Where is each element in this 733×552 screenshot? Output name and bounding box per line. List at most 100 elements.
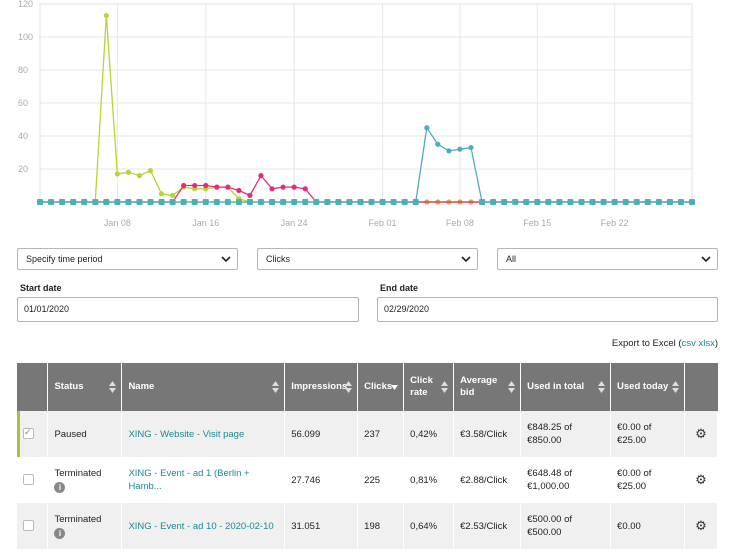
metric-select[interactable]: Clicks [257, 248, 478, 270]
data-point [446, 148, 452, 154]
chevron-down-icon [461, 256, 471, 263]
baseline-point [92, 199, 99, 205]
baseline-point [224, 199, 231, 205]
used-today-header[interactable]: Used today [610, 363, 685, 411]
click-rate-header[interactable]: Click rate [403, 363, 455, 411]
impressions-cell: 56.099 [284, 411, 359, 457]
baseline-point [589, 199, 596, 205]
info-icon[interactable]: i [54, 527, 66, 539]
data-point [247, 192, 253, 198]
campaign-name-link[interactable]: XING - Website - Visit page [128, 428, 245, 440]
table-row: Terminated i XING - Event - ad 1 (Berlin … [17, 457, 719, 503]
campaign-table: Status Name Impressions Clicks Click rate… [17, 363, 719, 549]
row-checkbox[interactable] [23, 426, 34, 440]
sort-icon [671, 381, 679, 393]
campaign-name-link[interactable]: XING - Event - ad 10 - 2020-02-10 [128, 520, 274, 532]
baseline-point [81, 199, 88, 205]
sort-icon [441, 381, 449, 393]
baseline-point [611, 199, 618, 205]
info-icon[interactable]: i [54, 481, 66, 493]
y-tick-label: 40 [18, 131, 28, 141]
baseline-point [324, 199, 331, 205]
data-point [158, 191, 165, 197]
baseline-point [567, 199, 574, 205]
time-period-select[interactable]: Specify time period [17, 248, 238, 270]
baseline-point [191, 199, 198, 205]
impressions-cell: 31.051 [284, 503, 359, 549]
baseline-point [666, 199, 673, 205]
y-tick-label: 80 [18, 65, 28, 75]
gear-icon[interactable]: ⚙ [695, 425, 707, 441]
baseline-point [412, 199, 419, 205]
used-total-header[interactable]: Used in total [520, 363, 612, 411]
data-point [192, 182, 198, 189]
baseline-point [313, 199, 320, 205]
baseline-point [578, 199, 585, 205]
baseline-point [235, 199, 242, 205]
gear-icon[interactable]: ⚙ [695, 471, 707, 487]
data-point [280, 184, 286, 190]
baseline-point [114, 199, 121, 205]
series-line [40, 125, 692, 203]
campaign-name-link[interactable]: XING - Event - ad 1 (Berlin + Hamb... [128, 468, 250, 492]
clicks-cell: 198 [357, 503, 405, 549]
baseline-point [534, 199, 541, 205]
status-cell: Terminated i [47, 457, 123, 503]
y-tick-label: 100 [18, 32, 33, 42]
baseline-point [169, 199, 176, 205]
status-header[interactable]: Status [47, 363, 123, 411]
baseline-point [302, 199, 309, 205]
data-point [468, 144, 474, 151]
x-tick-label: Feb 08 [446, 218, 474, 228]
data-point [147, 168, 154, 174]
sort-icon [345, 381, 353, 393]
baseline-point [512, 199, 519, 205]
baseline-point [556, 199, 563, 205]
data-point [225, 184, 231, 190]
baseline-point [689, 199, 695, 205]
table-row: Paused XING - Website - Visit page 56.09… [17, 411, 719, 457]
used-today-cell: €0.00 of €25.00 [610, 457, 685, 503]
baseline-point [180, 199, 187, 205]
data-point [457, 146, 463, 152]
baseline-point [202, 199, 209, 205]
baseline-point [401, 199, 408, 205]
row-checkbox[interactable] [23, 474, 34, 486]
export-to-excel: Export to Excel (csv xlsx) [612, 338, 718, 349]
data-point [170, 192, 176, 198]
used-total-cell: €848.25 of €850.00 [520, 411, 612, 457]
average-bid-cell: €2.88/Click [453, 457, 522, 503]
name-header[interactable]: Name [121, 363, 286, 411]
baseline-point [600, 199, 607, 205]
select-header [17, 363, 49, 411]
data-point [269, 186, 275, 192]
export-suffix: ) [714, 338, 718, 349]
status-cell: Terminated i [47, 503, 123, 549]
click-rate-cell: 0,81% [403, 457, 455, 503]
data-point [236, 187, 242, 194]
baseline-point [70, 199, 77, 205]
export-xlsx-link[interactable]: xlsx [698, 338, 715, 349]
clicks-cell: 237 [357, 411, 405, 457]
end-date-input[interactable]: 02/29/2020 [377, 297, 718, 322]
baseline-point [644, 199, 651, 205]
table-row: Terminated i XING - Event - ad 10 - 2020-… [17, 503, 719, 549]
average-bid-header[interactable]: Average bid [453, 363, 522, 411]
time-period-value: Specify time period [26, 254, 103, 264]
used-today-cell: €0.00 of €25.00 [610, 411, 685, 457]
data-point [291, 184, 297, 190]
baseline-point [103, 199, 110, 205]
impressions-header[interactable]: Impressions [284, 363, 359, 411]
export-csv-link[interactable]: csv [681, 338, 696, 349]
start-date-input[interactable]: 01/01/2020 [17, 297, 359, 322]
x-tick-label: Jan 24 [281, 218, 308, 228]
used-today-cell: €0.00 [610, 503, 685, 549]
scope-select[interactable]: All [497, 248, 718, 270]
data-point [181, 182, 187, 189]
gear-icon[interactable]: ⚙ [695, 517, 707, 533]
chevron-down-icon [221, 256, 231, 263]
baseline-point [677, 199, 684, 205]
chevron-down-icon [701, 256, 711, 263]
row-checkbox[interactable] [23, 520, 34, 532]
clicks-header[interactable]: Clicks [357, 363, 405, 411]
